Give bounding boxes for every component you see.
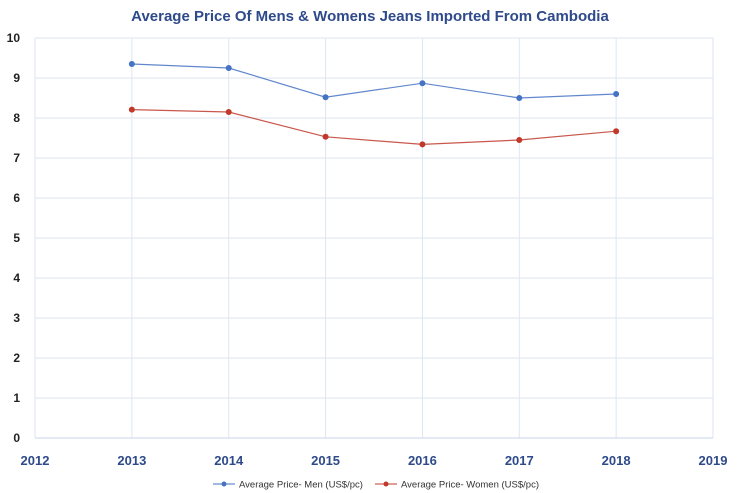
y-tick-label: 10: [7, 31, 21, 45]
legend-marker: [221, 481, 227, 487]
y-tick-label: 3: [13, 311, 20, 325]
legend-label: Average Price- Women (US$/pc): [401, 480, 539, 491]
legend-label: Average Price- Men (US$/pc): [239, 480, 363, 491]
grid: [34, 37, 714, 439]
x-tick-label: 2017: [505, 453, 534, 468]
chart-title: Average Price Of Mens & Womens Jeans Imp…: [131, 8, 609, 25]
series-layer: [128, 61, 620, 148]
data-point: [322, 94, 329, 101]
data-point: [613, 128, 620, 135]
y-tick-label: 0: [13, 431, 20, 445]
data-point: [419, 80, 426, 87]
data-point: [128, 106, 135, 113]
y-tick-label: 5: [13, 231, 20, 245]
series-line-women: [131, 109, 617, 146]
y-tick-label: 2: [13, 351, 20, 365]
data-point: [128, 61, 135, 67]
x-tick-label: 2013: [117, 453, 146, 468]
tick-labels: 0 1 2 3 4 5 6 7 8 9 10 2012 2013 2014 2015 2016 2017 2018…: [7, 31, 728, 468]
data-point: [516, 137, 523, 143]
y-tick-label: 7: [13, 151, 20, 165]
x-tick-label: 2018: [602, 453, 631, 468]
x-tick-label: 2016: [408, 453, 437, 468]
data-point: [225, 65, 232, 71]
data-point: [225, 109, 232, 115]
y-tick-label: 4: [13, 271, 20, 285]
data-point: [613, 91, 620, 97]
data-point: [322, 133, 329, 140]
x-tick-label: 2019: [699, 453, 728, 468]
x-tick-label: 2015: [311, 453, 340, 468]
series-line-men: [131, 63, 617, 99]
x-tick-label: 2012: [21, 453, 50, 468]
y-tick-label: 1: [13, 391, 20, 405]
x-tick-label: 2014: [214, 453, 244, 468]
data-point: [516, 95, 523, 101]
y-tick-label: 9: [13, 71, 20, 85]
legend-marker: [383, 481, 389, 487]
legend: Average Price- Men (US$/pc) Average Price…: [213, 480, 539, 491]
y-tick-label: 8: [13, 111, 20, 125]
data-point: [419, 141, 426, 148]
y-tick-label: 6: [13, 191, 20, 205]
